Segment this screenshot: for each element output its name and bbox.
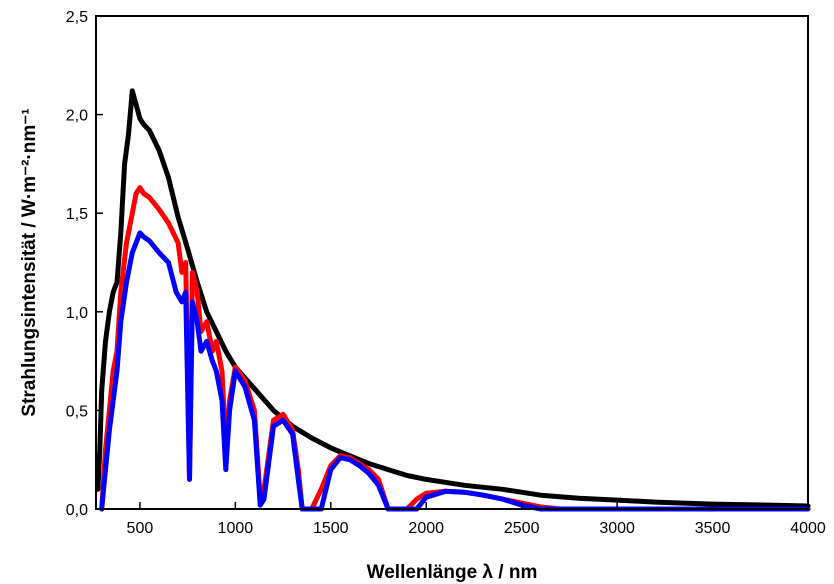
ticks-layer: 500 1000 1500 2000 2500 3000 3500 4000 0,0 0,5 1,0… [66,9,826,537]
series-line-2 [99,185,811,512]
x-tick-label: 1000 [218,520,254,537]
x-tick-label: 2500 [504,520,540,537]
y-tick-label: 2,5 [66,9,88,26]
x-tick-label: 3500 [695,520,731,537]
series-layer [95,88,811,512]
plot-frame [95,15,809,510]
x-tick-label: 500 [127,520,154,537]
y-tick-label: 0,5 [66,403,88,420]
y-tick-label: 1,5 [66,206,88,223]
series-line-3 [99,230,811,512]
x-tick-label: 3000 [599,520,635,537]
series-line-1 [95,88,811,509]
y-tick-label: 1,0 [66,305,88,322]
y-tick-label: 0,0 [66,502,88,519]
y-axis-title: Strahlungsintensität / W·m⁻²·nm⁻¹ [19,108,40,416]
x-tick-label: 1500 [313,520,349,537]
y-tick-label: 2,0 [66,108,88,125]
x-tick-label: 4000 [790,520,826,537]
x-tick-label: 2000 [408,520,444,537]
x-axis-title: Wellenlänge λ / nm [367,562,538,583]
